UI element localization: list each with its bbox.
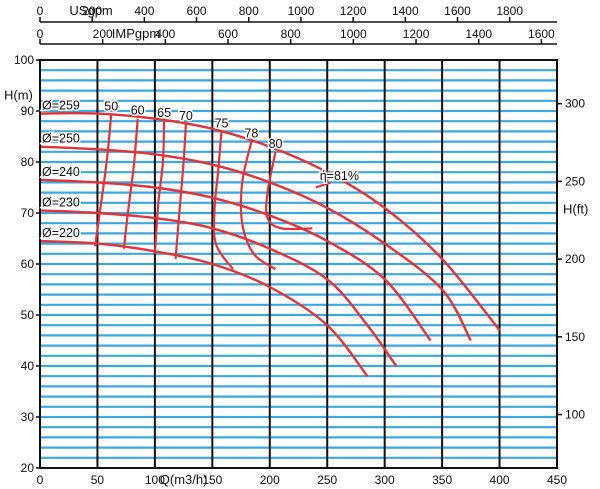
y2-tick-label: 250 [565, 174, 585, 188]
impeller-label: Ø=250 [42, 132, 80, 146]
y2-tick-label: 200 [565, 252, 585, 266]
y-tick-label: 20 [21, 461, 35, 475]
efficiency-curve [94, 114, 113, 247]
x-tick-label: 150 [202, 473, 222, 487]
impeller-curve [39, 209, 398, 367]
performance-curves [39, 112, 501, 377]
usgpm-tick-label: 1600 [444, 4, 471, 18]
impgpm-tick-label: 1200 [403, 27, 430, 41]
y-tick-label: 80 [21, 155, 35, 169]
impgpm-tick-label: 200 [93, 27, 113, 41]
x-tick-label: 200 [260, 473, 280, 487]
impeller-label: Ø=220 [42, 226, 80, 240]
y2-tick-label: 100 [565, 408, 585, 422]
usgpm-tick-label: 400 [134, 4, 154, 18]
x-tick-label: 50 [91, 473, 105, 487]
x-tick-label: 250 [317, 473, 337, 487]
efficiency-label: 65 [157, 106, 171, 120]
impeller-curve [39, 239, 369, 377]
impgpm-axis-title: IMPgpm [112, 26, 160, 41]
y-axis-title: H(m) [4, 88, 33, 103]
y-tick-label: 30 [21, 410, 35, 424]
impgpm-tick-label: 400 [155, 27, 175, 41]
x-tick-label: 0 [37, 473, 44, 487]
impeller-curve [39, 178, 432, 342]
usgpm-tick-label: 1200 [340, 4, 367, 18]
y-tick-label: 40 [21, 359, 35, 373]
y2-tick-label: 300 [565, 97, 585, 111]
y-tick-label: 50 [21, 308, 35, 322]
efficiency-label: 80 [269, 137, 283, 151]
y2-tick-label: 150 [565, 330, 585, 344]
impeller-label: Ø=259 [42, 99, 80, 113]
impeller-label: Ø=240 [42, 165, 80, 179]
y-tick-label: 60 [21, 257, 35, 271]
x-tick-label: 450 [547, 473, 567, 487]
y2-axis-title: H(ft) [563, 201, 588, 216]
usgpm-tick-label: 800 [239, 4, 259, 18]
axis-ticks [36, 17, 562, 469]
y-tick-label: 100 [14, 53, 34, 67]
usgpm-tick-label: 600 [187, 4, 207, 18]
impgpm-tick-label: 1000 [340, 27, 367, 41]
impgpm-tick-label: 1400 [465, 27, 492, 41]
usgpm-tick-label: 1000 [288, 4, 315, 18]
usgpm-tick-label: 0 [37, 4, 44, 18]
impgpm-tick-label: 600 [218, 27, 238, 41]
horizontal-gridlines [40, 69, 557, 459]
curve-labels: Ø=259 Ø=250 Ø=240 Ø=230 Ø=220 50 60 65 70 75 78 80 ή… [41, 97, 361, 242]
usgpm-tick-label: 1800 [496, 4, 523, 18]
impgpm-tick-label: 0 [37, 27, 44, 41]
efficiency-label: ή=81% [320, 169, 359, 183]
efficiency-label: 60 [131, 104, 145, 118]
x-tick-label: 400 [490, 473, 510, 487]
x-tick-label: 300 [375, 473, 395, 487]
efficiency-curve [122, 118, 139, 249]
usgpm-tick-label: 200 [82, 4, 102, 18]
efficiency-label: 70 [179, 109, 193, 123]
x-tick-label: 350 [432, 473, 452, 487]
usgpm-tick-label: 1400 [392, 4, 419, 18]
efficiency-label: 75 [215, 116, 229, 130]
impeller-curve [39, 112, 501, 332]
axis-labels: 0 50 100 150 200 250 300 350 400 450 20 30 40 50 60 70 8… [4, 3, 588, 487]
y-tick-label: 70 [21, 206, 35, 220]
impgpm-tick-label: 1600 [528, 27, 555, 41]
efficiency-curve [212, 131, 234, 270]
efficiency-curve [153, 121, 166, 254]
x-tick-label: 100 [145, 473, 165, 487]
x-axis-title: Q(m3/h) [160, 472, 208, 487]
efficiency-curve [315, 181, 332, 189]
efficiency-curve [174, 123, 187, 259]
impgpm-tick-label: 800 [281, 27, 301, 41]
efficiency-curve [265, 151, 313, 231]
efficiency-label: 50 [104, 100, 118, 114]
efficiency-label: 78 [244, 127, 258, 141]
impeller-label: Ø=230 [42, 195, 80, 209]
y-tick-label: 90 [21, 104, 35, 118]
efficiency-curve [239, 141, 277, 271]
usgpm-axis-title: USgpm [69, 3, 112, 18]
